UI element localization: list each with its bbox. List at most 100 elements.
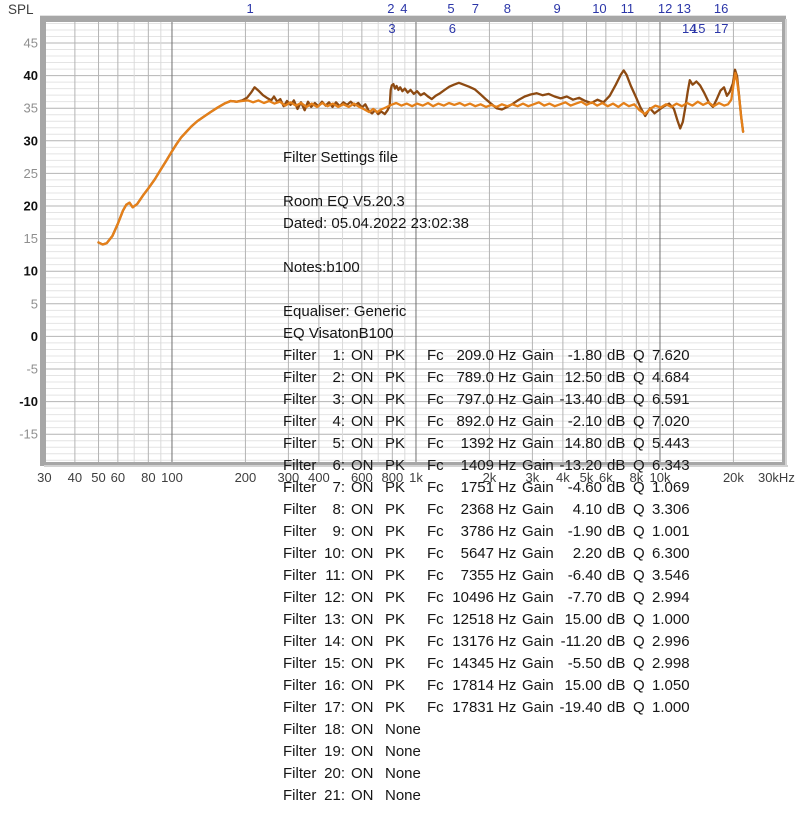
filter-row: Filter 4: ON PK Fc 892.0 Hz Gain -2.10 dB Q 7.020: [283, 411, 733, 433]
filter-state: ON: [351, 787, 374, 801]
filter-row: Filter 6: ON PK Fc 1409 Hz Gain -13.20 dB Q 6.343: [283, 455, 733, 477]
filter-word: Filter: [283, 457, 317, 474]
db-unit: dB: [607, 567, 626, 584]
db-unit: dB: [607, 391, 626, 408]
db-unit: dB: [607, 523, 626, 540]
filter-type: PK: [385, 457, 406, 474]
y-tick-label: -15: [19, 427, 38, 442]
fc-value: 1751: [460, 479, 494, 496]
filter-settings-text-block: Filter Settings file Room EQ V5.20.3 Dat…: [283, 147, 733, 801]
q-label: Q: [633, 391, 645, 408]
filter-word: Filter: [283, 633, 317, 650]
q-label: Q: [633, 677, 645, 694]
filter-row: Filter 17: ON PK Fc 17831 Hz Gain -19.40 dB Q 1.000: [283, 697, 733, 719]
filter-word: Filter: [283, 589, 317, 606]
q-label: Q: [633, 435, 645, 452]
filter-number: 13:: [324, 611, 345, 628]
y-tick-label: 0: [31, 329, 38, 344]
q-value: 2.998: [652, 655, 690, 672]
y-tick-label: 25: [24, 166, 38, 181]
fc-value: 7355: [460, 567, 494, 584]
filter-type: PK: [385, 501, 406, 518]
x-tick-label: 4k: [556, 470, 570, 485]
fc-value: 13176: [452, 633, 494, 650]
filter-marker-number: 14: [682, 21, 696, 36]
gain-label: Gain: [522, 391, 554, 408]
filter-type: None: [385, 787, 421, 801]
fc-value: 892.0: [456, 413, 494, 430]
q-value: 2.994: [652, 589, 690, 606]
spacer-line: [283, 169, 733, 191]
filter-state: ON: [351, 413, 374, 430]
db-unit: dB: [607, 347, 626, 364]
y-axis-labels: SPL 45 40 35 30 25 20 15 10 5 0 -5 -10 -15: [8, 2, 38, 442]
fc-label: Fc: [427, 391, 444, 408]
filter-number: 7:: [332, 479, 345, 496]
q-label: Q: [633, 501, 645, 518]
gain-value: -7.70: [567, 589, 602, 606]
filter-row: Filter 16: ON PK Fc 17814 Hz Gain 15.00 dB Q 1.050: [283, 675, 733, 697]
q-value: 1.000: [652, 699, 690, 716]
hz-unit: Hz: [498, 413, 517, 430]
q-label: Q: [633, 699, 645, 716]
filter-state: ON: [351, 633, 374, 650]
filter-number: 15:: [324, 655, 345, 672]
hz-unit: Hz: [498, 391, 517, 408]
q-value: 1.050: [652, 677, 690, 694]
filter-word: Filter: [283, 391, 317, 408]
grid-lines: [46, 22, 782, 462]
fc-value: 1409: [460, 457, 494, 474]
gain-label: Gain: [522, 545, 554, 562]
x-tick-label: 3k: [526, 470, 540, 485]
filter-number: 10:: [324, 545, 345, 562]
filter-marker-number: 16: [714, 1, 728, 16]
fc-value: 209.0: [456, 347, 494, 364]
filter-number: 11:: [325, 567, 345, 584]
filter-word: Filter: [283, 699, 317, 716]
gain-label: Gain: [522, 589, 554, 606]
q-value: 3.306: [652, 501, 690, 518]
filter-type: PK: [385, 677, 406, 694]
x-tick-label: 800: [381, 470, 403, 485]
gain-label: Gain: [522, 633, 554, 650]
filter-word: Filter: [283, 611, 317, 628]
fc-label: Fc: [427, 567, 444, 584]
x-tick-label: 80: [141, 470, 155, 485]
gain-value: 4.10: [572, 501, 602, 518]
x-tick-label: 60: [111, 470, 125, 485]
fc-label: Fc: [427, 457, 444, 474]
filter-state: ON: [351, 611, 374, 628]
x-tick-label: 400: [308, 470, 330, 485]
filter-state: ON: [351, 369, 374, 386]
q-value: 6.343: [652, 457, 690, 474]
q-label: Q: [633, 655, 645, 672]
fc-value: 10496: [452, 589, 494, 606]
y-tick-label: 5: [31, 296, 38, 311]
gain-label: Gain: [522, 655, 554, 672]
filter-marker-number: 10: [592, 1, 606, 16]
filter-type: PK: [385, 589, 406, 606]
filter-state: ON: [351, 435, 374, 452]
fc-value: 2368: [460, 501, 494, 518]
filter-word: Filter: [283, 655, 317, 672]
filter-number: 9:: [332, 523, 345, 540]
db-unit: dB: [607, 479, 626, 496]
q-label: Q: [633, 479, 645, 496]
y-axis-title: SPL: [8, 2, 34, 17]
filter-type: PK: [385, 545, 406, 562]
db-unit: dB: [607, 699, 626, 716]
x-tick-label: 40: [68, 470, 82, 485]
fc-label: Fc: [427, 347, 444, 364]
gain-value: 2.20: [572, 545, 602, 562]
fc-value: 17814: [452, 677, 494, 694]
filter-row: Filter 21: ON None: [283, 785, 733, 801]
filter-number: 17:: [324, 699, 345, 716]
x-tick-label: 50: [91, 470, 105, 485]
app-version: Room EQ V5.20.3: [283, 193, 405, 210]
x-tick-label: 10k: [649, 470, 670, 485]
gain-value: -13.40: [559, 391, 602, 408]
hz-unit: Hz: [498, 633, 517, 650]
db-unit: dB: [607, 589, 626, 606]
filter-type: PK: [385, 633, 406, 650]
gain-label: Gain: [522, 567, 554, 584]
